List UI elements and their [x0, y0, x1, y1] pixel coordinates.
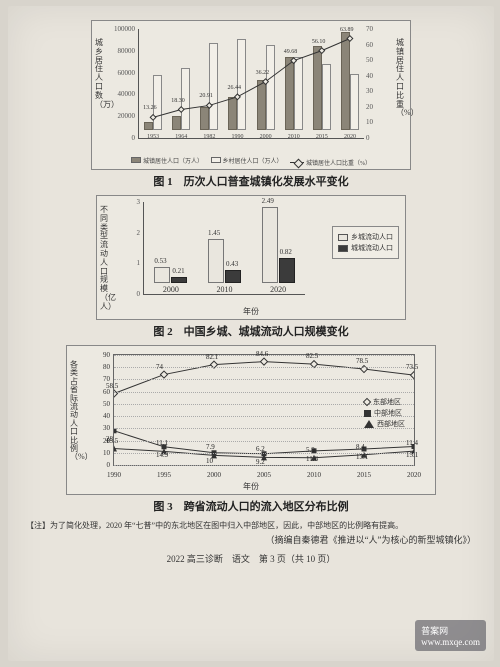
chart-2-ylabel: 不同类型流动人口规模（亿人）	[100, 206, 112, 312]
chart-3-xlabel: 年份	[67, 481, 435, 492]
legend-item: 城城流动人口	[338, 243, 393, 253]
legend-item: 城镇居住人口比重（%）	[290, 158, 371, 167]
chart-2-xlabel: 年份	[97, 306, 405, 317]
legend-item: 乡村居住人口（万人）	[211, 156, 283, 165]
chart-3: 各类占省际流动人口比例（%） 0102030405060708090199019…	[66, 345, 436, 495]
chart-3-legend: 东部地区 中部地区 西部地区	[364, 396, 405, 430]
chart-2: 不同类型流动人口规模（亿人） 0123 0.530.2120001.450.43…	[96, 195, 406, 320]
footnote: 【注】为了简化处理，2020 年“七普”中的东北地区在图中归入中部地区，因此，中…	[26, 520, 476, 531]
legend-item: 乡城流动人口	[338, 232, 393, 242]
chart-1-line	[139, 29, 364, 138]
chart-2-caption: 图 2 中国乡城、城城流动人口规模变化	[26, 323, 476, 339]
chart-1-plot: 城乡居住人口数（万） 城镇居住人口比重（%） 02000040000600008…	[138, 29, 364, 139]
chart-2-legend: 乡城流动人口 城城流动人口	[332, 226, 399, 259]
legend-item: 西部地区	[364, 419, 405, 429]
chart-1: 城乡居住人口数（万） 城镇居住人口比重（%） 02000040000600008…	[91, 20, 411, 170]
chart-1-ylabel-right: 城镇居住人口比重（%）	[396, 39, 408, 118]
legend-item: 城镇居住人口（万人）	[131, 156, 203, 165]
corner-badge: 普案网 www.mxqe.com	[415, 620, 486, 651]
legend-item: 中部地区	[364, 408, 405, 418]
source-citation: （摘编自秦德君《推进以“人”为核心的新型城镇化》）	[26, 533, 476, 546]
chart-3-ylabel: 各类占省际流动人口比例（%）	[70, 361, 82, 462]
chart-1-legend: 城镇居住人口（万人） 乡村居住人口（万人） 城镇居住人口比重（%）	[92, 156, 410, 168]
chart-1-caption: 图 1 历次人口普查城镇化发展水平变化	[26, 173, 476, 189]
legend-item: 东部地区	[364, 397, 405, 407]
page-footer: 2022 高三诊断 语文 第 3 页（共 10 页）	[26, 552, 476, 565]
page: @高考直通车APP海量高清试题免费下载 @高考直通车APP海量高清试题免费下载 …	[8, 6, 494, 661]
chart-3-caption: 图 3 跨省流动人口的流入地区分布比例	[26, 498, 476, 514]
chart-2-bars: 0.530.2120001.450.4320102.490.822020	[144, 202, 305, 294]
chart-2-plot: 不同类型流动人口规模（亿人） 0123 0.530.2120001.450.43…	[143, 202, 305, 295]
